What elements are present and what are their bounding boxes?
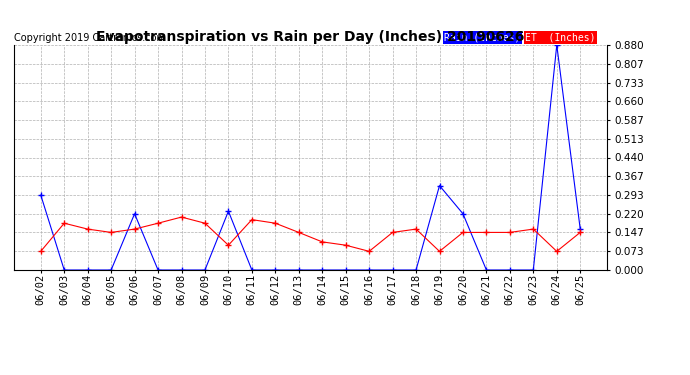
Text: ET  (Inches): ET (Inches) (525, 33, 595, 43)
Title: Evapotranspiration vs Rain per Day (Inches) 20190626: Evapotranspiration vs Rain per Day (Inch… (97, 30, 524, 44)
Text: Copyright 2019 Cartronics.com: Copyright 2019 Cartronics.com (14, 33, 166, 43)
Text: Rain (Inches): Rain (Inches) (444, 33, 520, 43)
